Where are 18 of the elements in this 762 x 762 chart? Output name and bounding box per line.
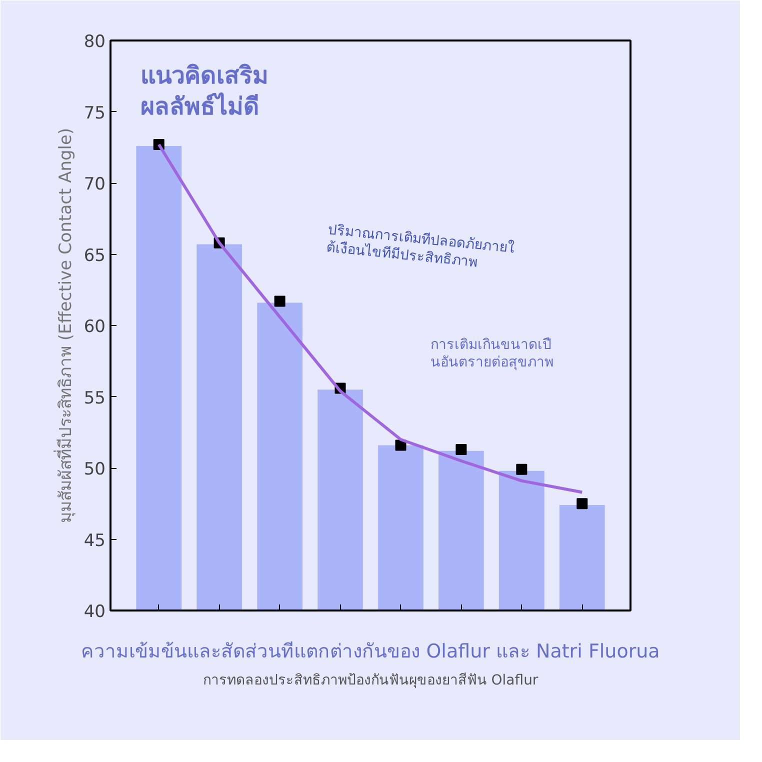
- y-tick-label: 70: [84, 174, 106, 194]
- y-tick-label: 60: [84, 317, 106, 337]
- annotation: แนวคิดเสริม ผลลัพธ์ไม่ดี: [140, 62, 268, 120]
- y-tick-label: 45: [84, 530, 106, 551]
- y-tick-label: 80: [84, 32, 106, 52]
- annotation: การเติมเกินขนาดเปื นอันตรายต่อสุขภาพ: [430, 336, 554, 370]
- y-tick-label: 40: [84, 602, 106, 622]
- point: [516, 464, 528, 475]
- point: [576, 498, 588, 510]
- point: [274, 296, 286, 307]
- y-axis-title: มุมสัมผัสที่มีประสิทธิภาพ (Effective Contact Angle): [52, 128, 76, 524]
- y-tick-label: 75: [84, 103, 106, 124]
- point: [456, 444, 467, 455]
- x-axis-title: ความเข้มข้นและสัดส่วนทีแตกต่างกันของ Olaflur และ Natri Fluorua: [81, 640, 660, 662]
- y-tick-label: 65: [84, 246, 106, 266]
- text: การทดลองประสิทธิภาพป้องกันฟันผุของยาสีฟัน Olaflur: [202, 672, 538, 688]
- y-tick-label: 55: [84, 388, 106, 408]
- y-tick-label: 50: [84, 460, 106, 480]
